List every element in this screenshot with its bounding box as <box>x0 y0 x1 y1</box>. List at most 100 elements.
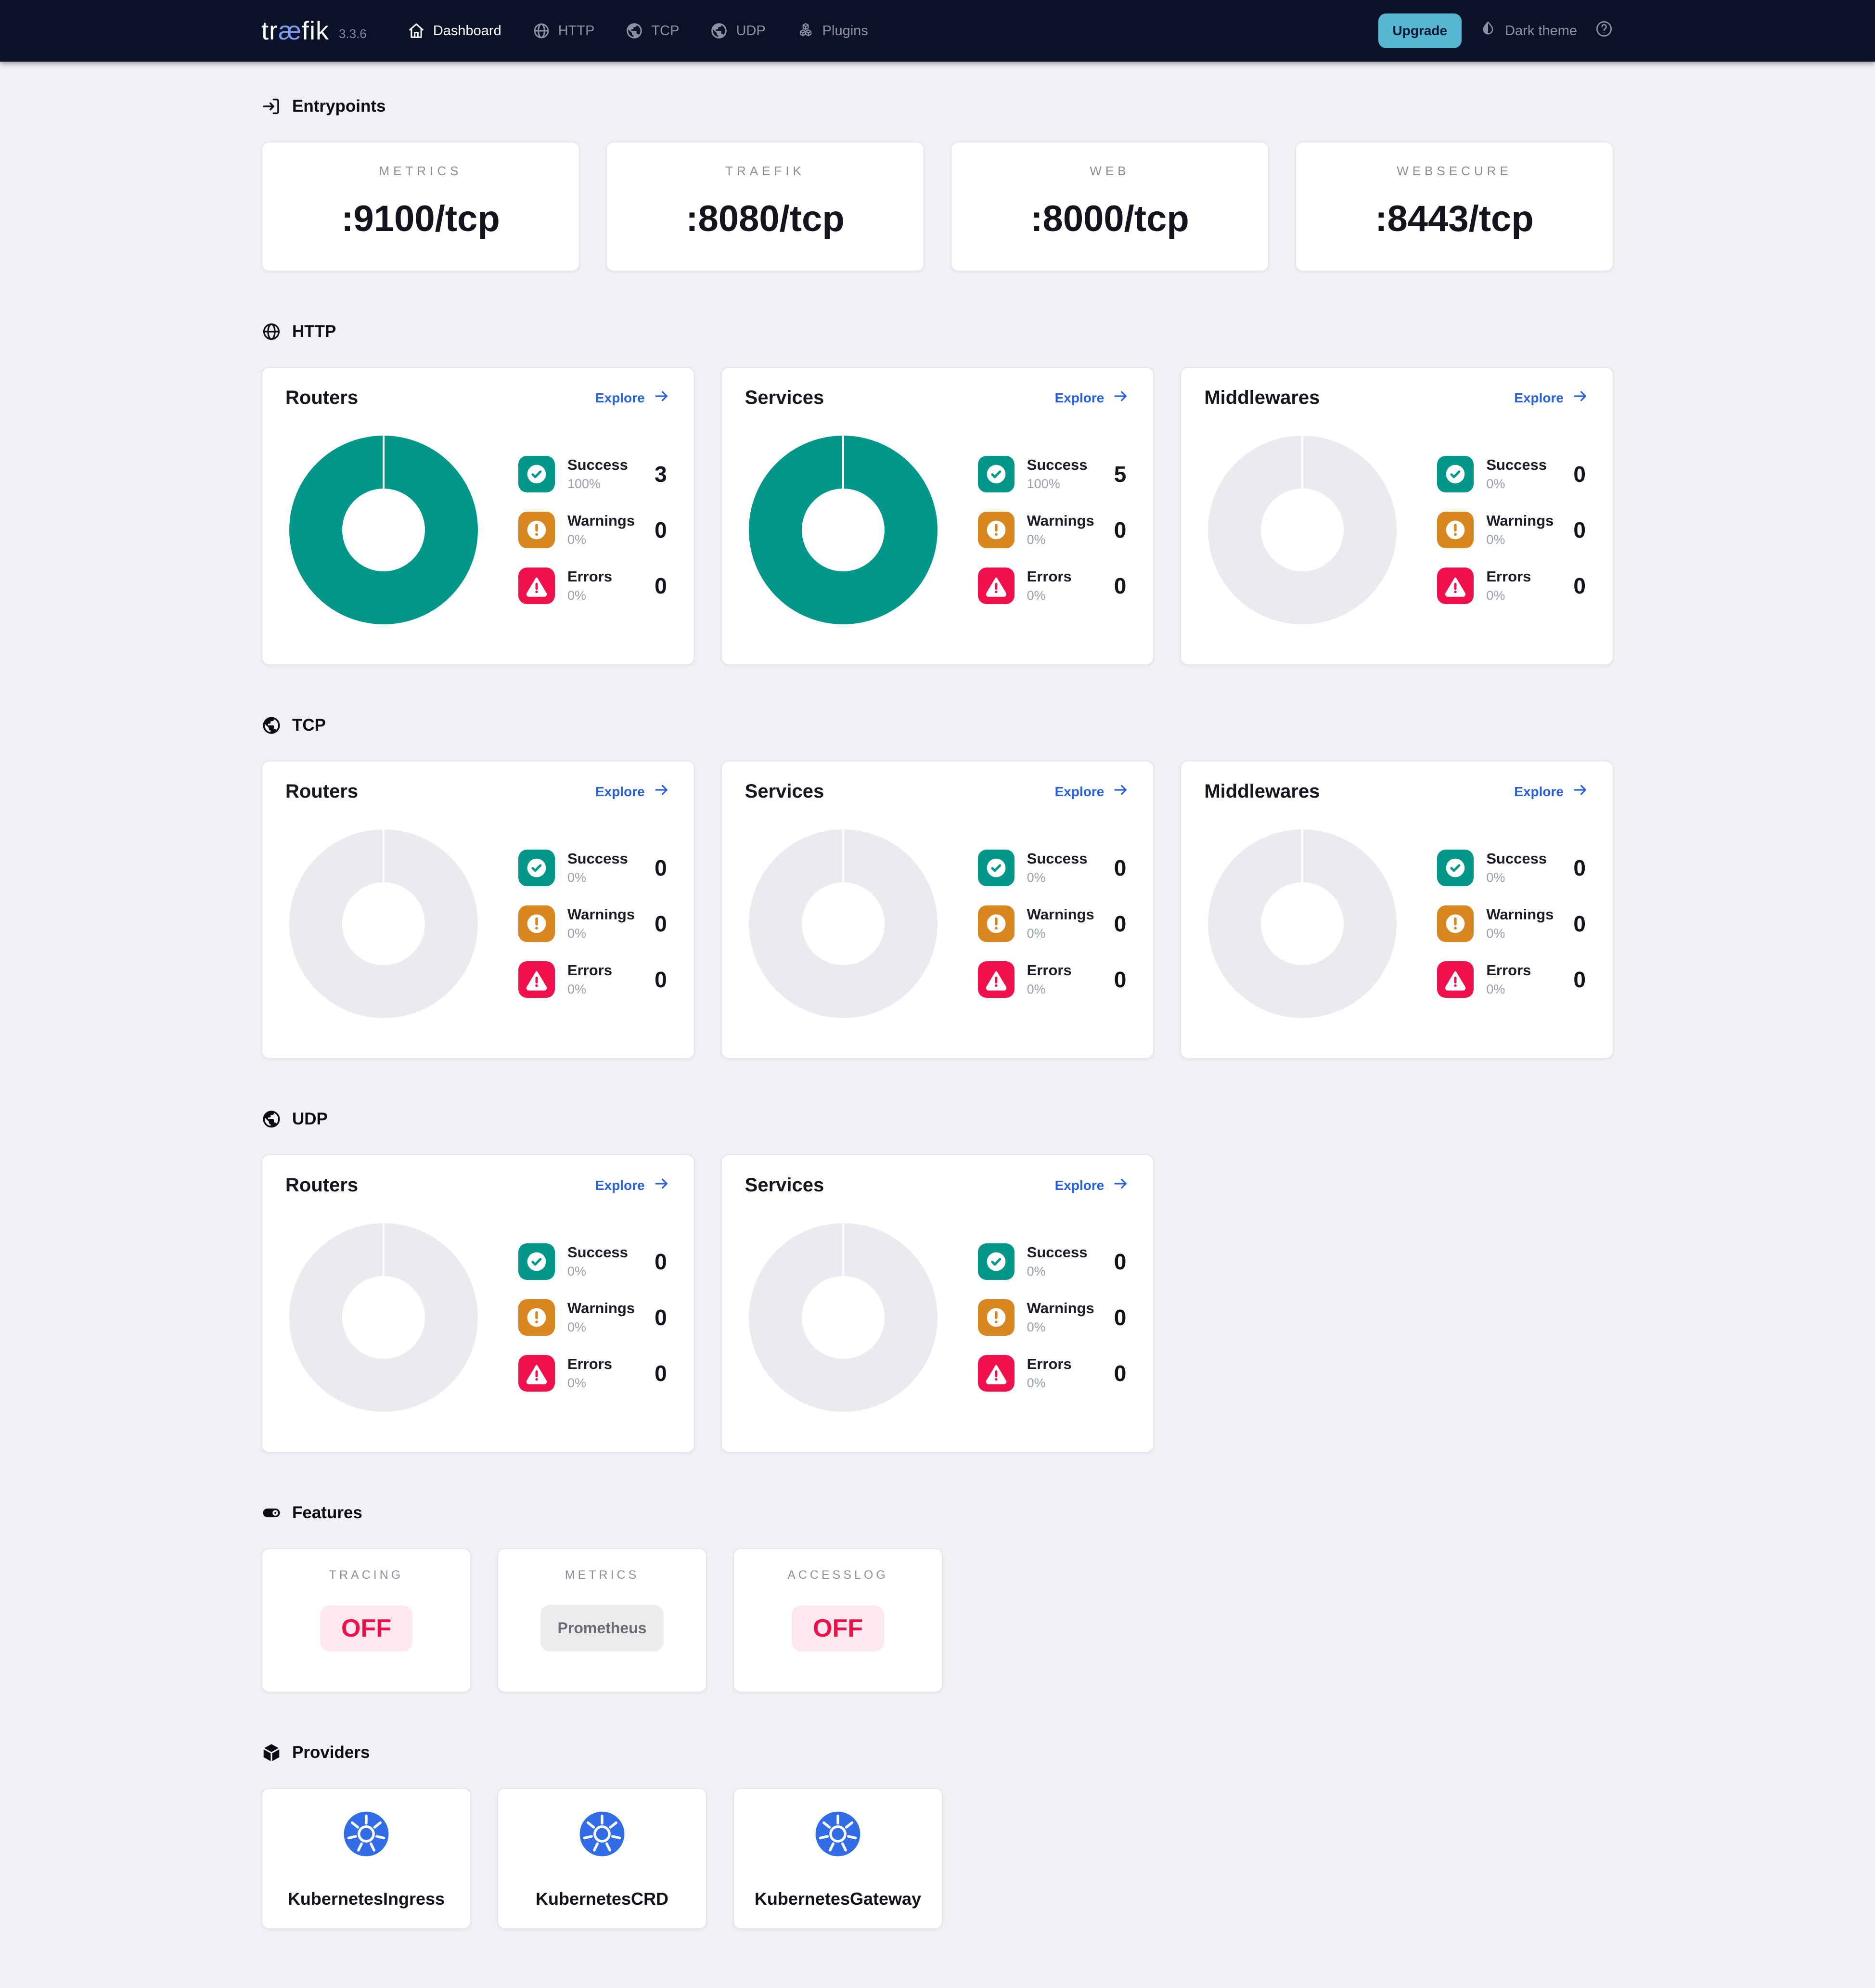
stat-card: Services Explore Success 0% 0 Warnings 0% … <box>720 1154 1155 1453</box>
card-title: Services <box>745 387 824 408</box>
legend-row-success: Success 0% 0 <box>977 1243 1126 1280</box>
legend-row-success: Success 100% 3 <box>518 455 667 492</box>
nav-item-tcp[interactable]: TCP <box>625 22 679 40</box>
legend-name: Warnings <box>567 512 635 529</box>
login-icon <box>261 96 282 116</box>
success-icon <box>977 849 1015 886</box>
legend-name: Errors <box>1486 962 1531 979</box>
legend-row-warnings: Warnings 0% 0 <box>977 511 1127 548</box>
nav-item-dashboard[interactable]: Dashboard <box>407 22 501 40</box>
help-button[interactable] <box>1594 19 1614 42</box>
card-title: Routers <box>285 1175 359 1196</box>
error-icon <box>1437 567 1474 604</box>
legend-percent: 0% <box>567 588 587 603</box>
success-icon <box>977 1243 1015 1280</box>
legend-percent: 0% <box>567 926 587 941</box>
section-providers: Providers KubernetesIngress KubernetesCR… <box>261 1743 1614 1929</box>
legend-percent: 0% <box>1027 982 1046 996</box>
traefik-logo: træfik <box>261 16 330 45</box>
nav-item-label: Dashboard <box>433 23 501 39</box>
warning-icon <box>518 1299 555 1336</box>
legend-row-success: Success 0% 0 <box>1437 849 1586 886</box>
error-icon <box>1437 961 1474 998</box>
stat-card: Routers Explore Success 100% 3 Warnings 0%… <box>261 367 695 665</box>
legend-value: 3 <box>655 461 667 487</box>
explore-link[interactable]: Explore <box>595 781 671 802</box>
section-title: Features <box>292 1503 362 1522</box>
explore-label: Explore <box>1054 1177 1104 1193</box>
legend-percent: 0% <box>567 532 587 547</box>
legend-value: 0 <box>655 1360 667 1386</box>
donut-chart <box>289 435 478 624</box>
explore-link[interactable]: Explore <box>595 1175 671 1196</box>
stat-card: Services Explore Success 0% 0 Warnings 0% … <box>720 761 1155 1059</box>
feature-status-badge: OFF <box>792 1605 884 1652</box>
legend-row-warnings: Warnings 0% 0 <box>518 511 667 548</box>
provider-name: KubernetesCRD <box>535 1889 669 1909</box>
explore-link[interactable]: Explore <box>1514 387 1590 409</box>
provider-name: KubernetesGateway <box>754 1889 922 1909</box>
explore-label: Explore <box>595 784 645 799</box>
legend-name: Success <box>567 456 628 473</box>
legend: Success 0% 0 Warnings 0% 0 Errors 0% 0 <box>977 849 1127 998</box>
legend-percent: 0% <box>1027 1376 1046 1390</box>
kubernetes-icon <box>578 1810 626 1858</box>
entrypoint-port: :8000/tcp <box>1030 198 1189 239</box>
legend-percent: 0% <box>1027 1320 1046 1334</box>
nav-item-plugins[interactable]: Plugins <box>796 22 868 40</box>
home-icon <box>407 22 425 40</box>
entrypoint-label: METRICS <box>379 164 462 178</box>
legend-percent: 0% <box>567 1264 587 1278</box>
nav-item-http[interactable]: HTTP <box>532 22 594 40</box>
feature-status-badge: Prometheus <box>540 1605 664 1652</box>
legend-row-success: Success 0% 0 <box>1437 455 1586 492</box>
earth-icon <box>625 22 643 40</box>
explore-link[interactable]: Explore <box>1055 1175 1130 1196</box>
help-icon <box>1594 19 1614 42</box>
donut-chart <box>289 829 478 1018</box>
success-icon <box>977 455 1015 492</box>
section-features: Features TRACING OFF METRICS Prometheus … <box>261 1503 1614 1692</box>
legend-value: 0 <box>1573 911 1586 936</box>
warning-icon <box>977 511 1015 548</box>
nav-item-udp[interactable]: UDP <box>710 22 766 40</box>
legend-name: Success <box>1027 456 1088 473</box>
legend-row-success: Success 0% 0 <box>977 849 1127 886</box>
legend-percent: 0% <box>1486 870 1505 885</box>
legend: Success 100% 3 Warnings 0% 0 Errors 0% 0 <box>518 455 667 604</box>
nav-item-label: TCP <box>651 23 680 39</box>
arrow-right-icon <box>1571 387 1590 409</box>
legend-name: Warnings <box>1486 906 1554 923</box>
entrypoint-card: METRICS :9100/tcp <box>261 142 580 271</box>
features-grid: TRACING OFF METRICS Prometheus ACCESSLOG… <box>261 1548 1614 1692</box>
explore-link[interactable]: Explore <box>1055 781 1130 802</box>
warning-icon <box>1437 511 1474 548</box>
legend-value: 0 <box>1114 517 1127 542</box>
explore-label: Explore <box>1514 390 1564 405</box>
legend-value: 0 <box>655 967 667 992</box>
legend-row-warnings: Warnings 0% 0 <box>1437 511 1586 548</box>
entrypoint-label: TRAEFIK <box>725 164 805 178</box>
dark-theme-toggle[interactable]: Dark theme <box>1479 20 1577 42</box>
legend-value: 0 <box>1114 911 1127 936</box>
arrow-right-icon <box>653 781 671 802</box>
legend-name: Success <box>1486 850 1547 867</box>
explore-link[interactable]: Explore <box>1055 387 1130 409</box>
legend-name: Errors <box>1027 1355 1072 1372</box>
legend-value: 0 <box>1573 461 1586 487</box>
kubernetes-icon <box>342 1810 390 1858</box>
legend-percent: 0% <box>1486 926 1505 941</box>
error-icon <box>518 961 555 998</box>
feature-card: TRACING OFF <box>261 1548 471 1692</box>
legend-name: Errors <box>1486 568 1531 585</box>
legend-percent: 100% <box>1027 477 1060 491</box>
legend-name: Errors <box>567 568 613 585</box>
explore-link[interactable]: Explore <box>595 387 671 409</box>
explore-label: Explore <box>595 390 645 405</box>
entrypoint-label: WEB <box>1090 164 1130 178</box>
arrow-right-icon <box>1571 781 1590 802</box>
explore-link[interactable]: Explore <box>1514 781 1590 802</box>
upgrade-button[interactable]: Upgrade <box>1378 13 1462 48</box>
legend-value: 0 <box>1114 855 1127 880</box>
cubes-icon <box>796 22 815 40</box>
